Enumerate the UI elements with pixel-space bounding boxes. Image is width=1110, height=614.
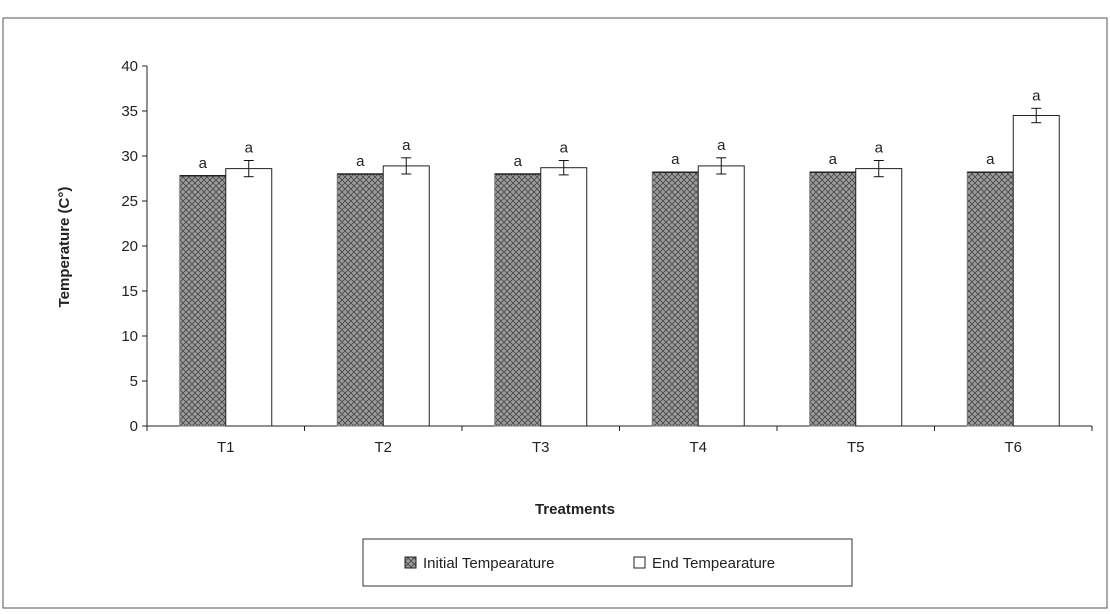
y-tick-label: 10	[121, 328, 138, 345]
y-tick-label: 35	[121, 103, 138, 120]
significance-label: a	[356, 153, 365, 170]
x-axis: T1 T2 T3 T4 T5 T6	[146, 425, 1093, 456]
legend-label-initial: Initial Tempearature	[423, 555, 554, 572]
y-tick-label: 5	[130, 373, 138, 390]
bar-end	[697, 165, 745, 427]
legend-swatch-initial	[404, 556, 417, 569]
bar-initial	[651, 171, 699, 427]
bar-end	[382, 165, 430, 427]
bar-initial	[179, 175, 227, 427]
y-tick-label: 30	[121, 148, 138, 165]
x-tick-label: T1	[217, 439, 235, 456]
legend-box	[362, 538, 853, 587]
x-tick-label: T2	[374, 439, 392, 456]
legend: Initial Tempearature End Tempearature	[362, 538, 853, 587]
legend-swatch-end	[633, 556, 646, 569]
bar-initial	[494, 173, 542, 427]
y-axis-title: Temperature (C°)	[56, 187, 73, 308]
x-tick-label: T4	[689, 439, 707, 456]
significance-label: a	[671, 151, 680, 168]
bar-end	[1012, 115, 1060, 427]
y-tick-label: 15	[121, 283, 138, 300]
bar-end	[855, 168, 903, 427]
y-tick-label: 40	[121, 58, 138, 75]
x-tick-label: T5	[847, 439, 865, 456]
legend-label-end: End Tempearature	[652, 555, 775, 572]
y-tick-label: 25	[121, 193, 138, 210]
bar-end	[540, 167, 588, 427]
bar-initial	[809, 171, 857, 427]
significance-label: a	[829, 151, 838, 168]
significance-label: a	[402, 137, 411, 154]
significance-label: a	[717, 137, 726, 154]
significance-label: a	[560, 140, 569, 157]
x-tick-label: T6	[1004, 439, 1022, 456]
significance-label: a	[514, 153, 523, 170]
bars: a a a a a a a a a a a a	[179, 87, 1060, 427]
bar-initial	[966, 171, 1014, 427]
x-axis-title: Treatments	[535, 501, 615, 518]
significance-label: a	[986, 151, 995, 168]
significance-label: a	[1032, 87, 1041, 104]
y-tick-label: 20	[121, 238, 138, 255]
y-tick-label: 0	[130, 418, 138, 435]
bar-end	[225, 168, 273, 427]
bar-initial	[336, 173, 384, 427]
significance-label: a	[199, 155, 208, 172]
significance-label: a	[875, 140, 884, 157]
y-axis: 0 5 10 15 20 25 30 35 40	[121, 58, 148, 435]
significance-label: a	[245, 140, 254, 157]
x-tick-label: T3	[532, 439, 550, 456]
